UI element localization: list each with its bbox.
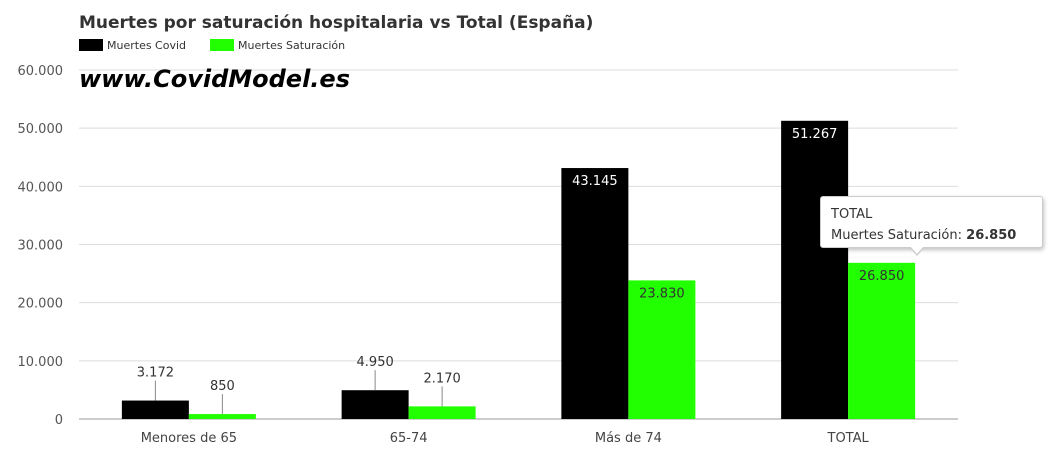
data-label: 26.850: [859, 269, 905, 284]
bar-2-1[interactable]: [188, 414, 256, 419]
data-label: 43.145: [572, 174, 618, 189]
data-label: 4.950: [357, 355, 394, 370]
legend-label-1: Muertes Covid: [107, 39, 186, 52]
legend-label-2: Muertes Saturación: [238, 39, 345, 52]
legend-swatch-2: [210, 39, 234, 51]
bars: [121, 120, 916, 420]
y-tick-label: 40.000: [18, 180, 64, 195]
legend-swatch-1: [79, 39, 103, 51]
x-tick-label: Más de 74: [595, 431, 662, 446]
watermark-text: www.CovidModel.es: [79, 65, 350, 93]
y-tick-label: 10.000: [18, 355, 64, 370]
y-tick-label: 50.000: [18, 122, 64, 137]
data-label: 23.830: [639, 286, 685, 301]
y-tick-label: 60.000: [18, 64, 64, 79]
tooltip: TOTAL Muertes Saturación: 26.850: [820, 196, 1043, 256]
tooltip-series-name: Muertes Saturación: [831, 228, 958, 243]
tooltip-separator: :: [957, 228, 963, 243]
data-labels: 3.172 850 4.950 2.170 43.145 23.830 51.267 26.8…: [137, 127, 905, 415]
tooltip-value: 26.850: [966, 228, 1017, 243]
x-tick-label: Menores de 65: [141, 431, 237, 446]
bar-1-4[interactable]: [781, 120, 849, 420]
y-tick-label: 0: [55, 413, 63, 428]
bar-1-2[interactable]: [341, 390, 409, 419]
data-label: 2.170: [424, 371, 461, 386]
bar-1-3[interactable]: [561, 168, 629, 419]
legend: Muertes Covid Muertes Saturación: [79, 39, 345, 52]
bar-2-2[interactable]: [408, 406, 476, 419]
data-label: 850: [210, 379, 235, 394]
bar-2-3[interactable]: [628, 280, 696, 419]
x-axis: Menores de 65 65-74 Más de 74 TOTAL: [141, 431, 870, 446]
data-label: 3.172: [137, 366, 174, 381]
data-label: 51.267: [792, 127, 838, 142]
bar-2-4[interactable]: [848, 262, 916, 419]
x-tick-label: 65-74: [390, 431, 428, 446]
tooltip-arrow-inner: [910, 246, 924, 254]
bar-1-1[interactable]: [121, 400, 189, 419]
y-tick-label: 30.000: [18, 239, 64, 254]
tooltip-category: TOTAL: [831, 207, 873, 222]
grid: 0 10.000 20.000 30.000 40.000 50.000 60.000: [18, 64, 958, 428]
chart-title: Muertes por saturación hospitalaria vs T…: [79, 13, 593, 33]
y-tick-label: 20.000: [18, 297, 64, 312]
x-tick-label: TOTAL: [827, 431, 870, 446]
tooltip-line: Muertes Saturación: 26.850: [831, 225, 1032, 246]
